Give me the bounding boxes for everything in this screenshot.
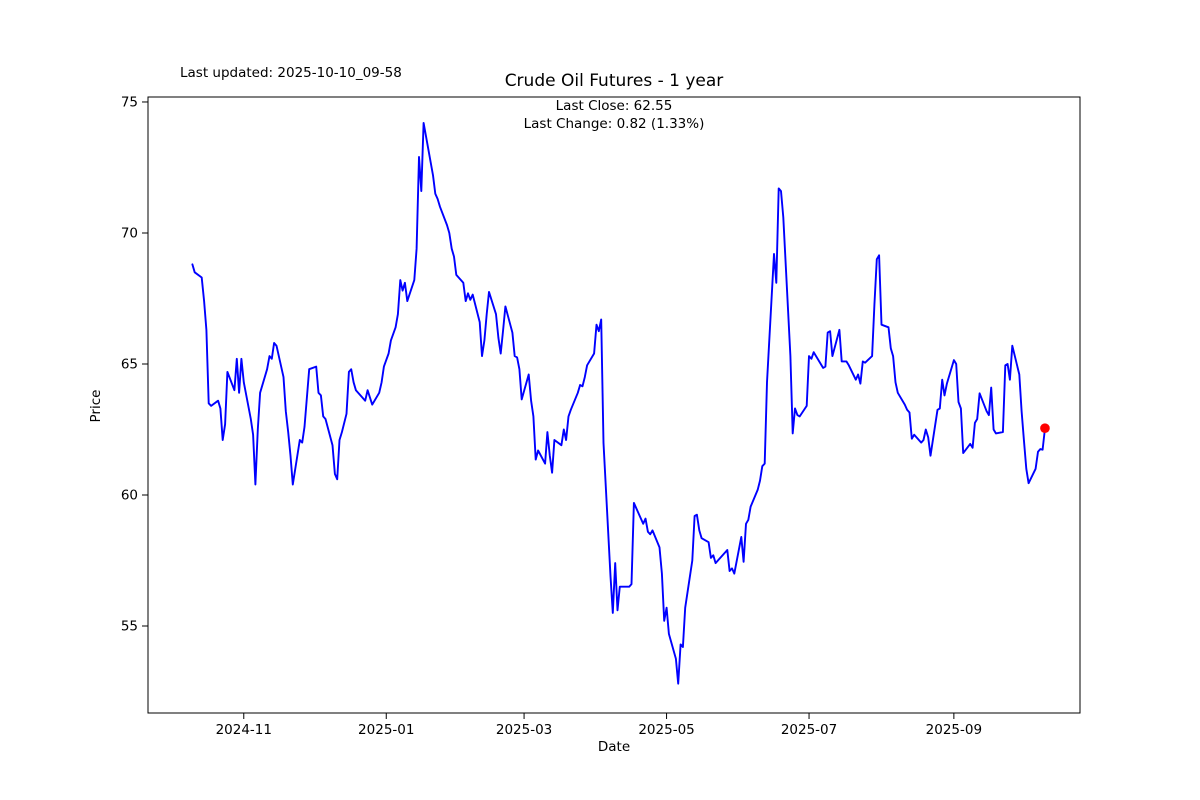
last-updated-text: Last updated: 2025-10-10_09-58 bbox=[180, 65, 402, 81]
y-tick-label: 70 bbox=[121, 225, 138, 241]
last-close-annotation: Last Close: 62.55 bbox=[555, 98, 673, 114]
x-tick-label: 2025-01 bbox=[358, 722, 414, 738]
last-change-annotation: Last Change: 0.82 (1.33%) bbox=[523, 116, 705, 132]
x-tick-label: 2024-11 bbox=[216, 722, 272, 738]
chart-title: Crude Oil Futures - 1 year bbox=[504, 71, 724, 91]
y-tick-label: 60 bbox=[121, 488, 138, 504]
x-tick-label: 2025-09 bbox=[926, 722, 982, 738]
last-price-marker bbox=[1040, 423, 1050, 433]
x-tick-label: 2025-03 bbox=[496, 722, 552, 738]
y-tick-label: 75 bbox=[121, 94, 138, 110]
price-line bbox=[191, 121, 1046, 685]
x-tick-label: 2025-05 bbox=[638, 722, 694, 738]
y-tick-label: 55 bbox=[121, 619, 138, 635]
plot-frame bbox=[147, 96, 1081, 714]
y-tick-label: 65 bbox=[121, 356, 138, 372]
x-tick-label: 2025-07 bbox=[781, 722, 837, 738]
x-axis-label: Date bbox=[597, 739, 631, 755]
